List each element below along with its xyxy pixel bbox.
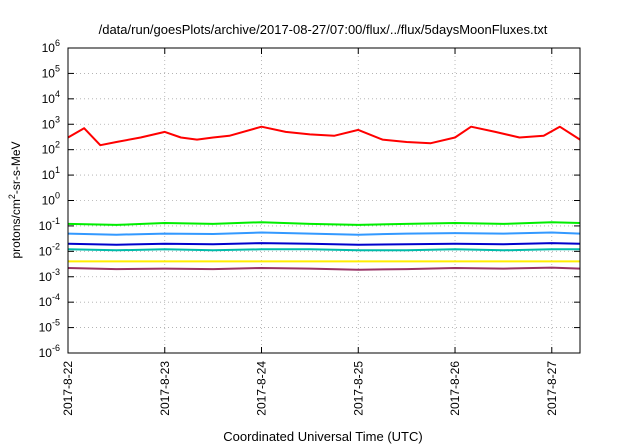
y-tick-label: 101 — [42, 165, 60, 182]
y-axis-ticks: 10-6 10-5 10-4 10-3 10-2 10-1 100 101 102 103 104 1… — [39, 38, 580, 360]
y-tick-label: 10-5 — [39, 318, 60, 335]
x-tick-label: 2017-8-25 — [351, 361, 365, 416]
y-tick-label: 10-3 — [39, 267, 60, 284]
y-tick-label: 102 — [42, 140, 60, 157]
series-line-1 — [67, 125, 581, 147]
series-line-7 — [67, 266, 581, 271]
x-axis-label: Coordinated Universal Time (UTC) — [223, 429, 422, 444]
y-tick-label: 104 — [42, 89, 60, 106]
x-tick-label: 2017-8-27 — [545, 361, 559, 416]
series-line-3 — [67, 231, 581, 236]
series-line-4 — [67, 242, 581, 246]
series-line-2 — [67, 221, 581, 226]
x-tick-label: 2017-8-23 — [158, 361, 172, 416]
x-tick-label: 2017-8-22 — [61, 361, 75, 416]
y-tick-label: 10-4 — [39, 292, 60, 309]
y-tick-label: 10-2 — [39, 241, 60, 258]
y-tick-label: 10-1 — [39, 216, 60, 233]
x-tick-label: 2017-8-24 — [255, 361, 269, 416]
chart-title: /data/run/goesPlots/archive/2017-08-27/0… — [99, 22, 548, 37]
y-tick-label: 10-6 — [39, 343, 60, 360]
grid-lines — [68, 48, 580, 353]
y-tick-label: 103 — [42, 114, 60, 131]
series-layer — [67, 125, 581, 271]
y-tick-label: 106 — [42, 38, 60, 55]
x-tick-label: 2017-8-26 — [448, 361, 462, 416]
x-axis-ticks: 2017-8-22 2017-8-23 2017-8-24 2017-8-25 2017… — [61, 48, 559, 416]
series-line-5 — [67, 248, 580, 252]
y-tick-label: 105 — [42, 63, 60, 80]
y-axis-label: protons/cm2-sr-s-MeV — [7, 141, 23, 258]
y-tick-label: 100 — [42, 191, 60, 208]
